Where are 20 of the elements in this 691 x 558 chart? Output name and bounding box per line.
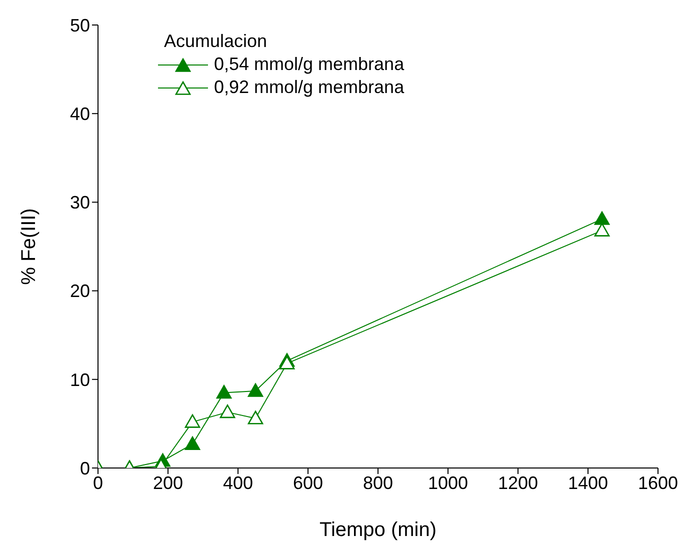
- x-tick-label: 800: [362, 472, 394, 493]
- x-tick-label: 0: [92, 472, 104, 493]
- x-axis-title: Tiempo (min): [319, 519, 437, 541]
- y-tick-label: 50: [70, 15, 90, 36]
- legend-title: Acumulacion: [164, 30, 268, 53]
- legend-label: 0,92 mmol/g membrana: [214, 76, 404, 99]
- x-tick-label: 1200: [498, 472, 538, 493]
- y-tick-label: 20: [70, 281, 90, 302]
- x-tick-label: 400: [222, 472, 254, 493]
- y-tick-label: 40: [70, 104, 90, 124]
- legend-label: 0,54 mmol/g membrana: [214, 53, 404, 76]
- y-tick-label: 0: [80, 458, 90, 478]
- x-tick-label: 600: [292, 472, 324, 493]
- y-axis-title: % Fe(III): [18, 208, 40, 285]
- x-tick-label: 200: [152, 472, 184, 493]
- x-tick-label: 1000: [428, 472, 468, 493]
- x-tick-label: 1600: [638, 472, 678, 493]
- x-tick-label: 1400: [568, 472, 608, 493]
- y-tick-label: 30: [70, 192, 90, 213]
- y-tick-label: 10: [70, 370, 90, 390]
